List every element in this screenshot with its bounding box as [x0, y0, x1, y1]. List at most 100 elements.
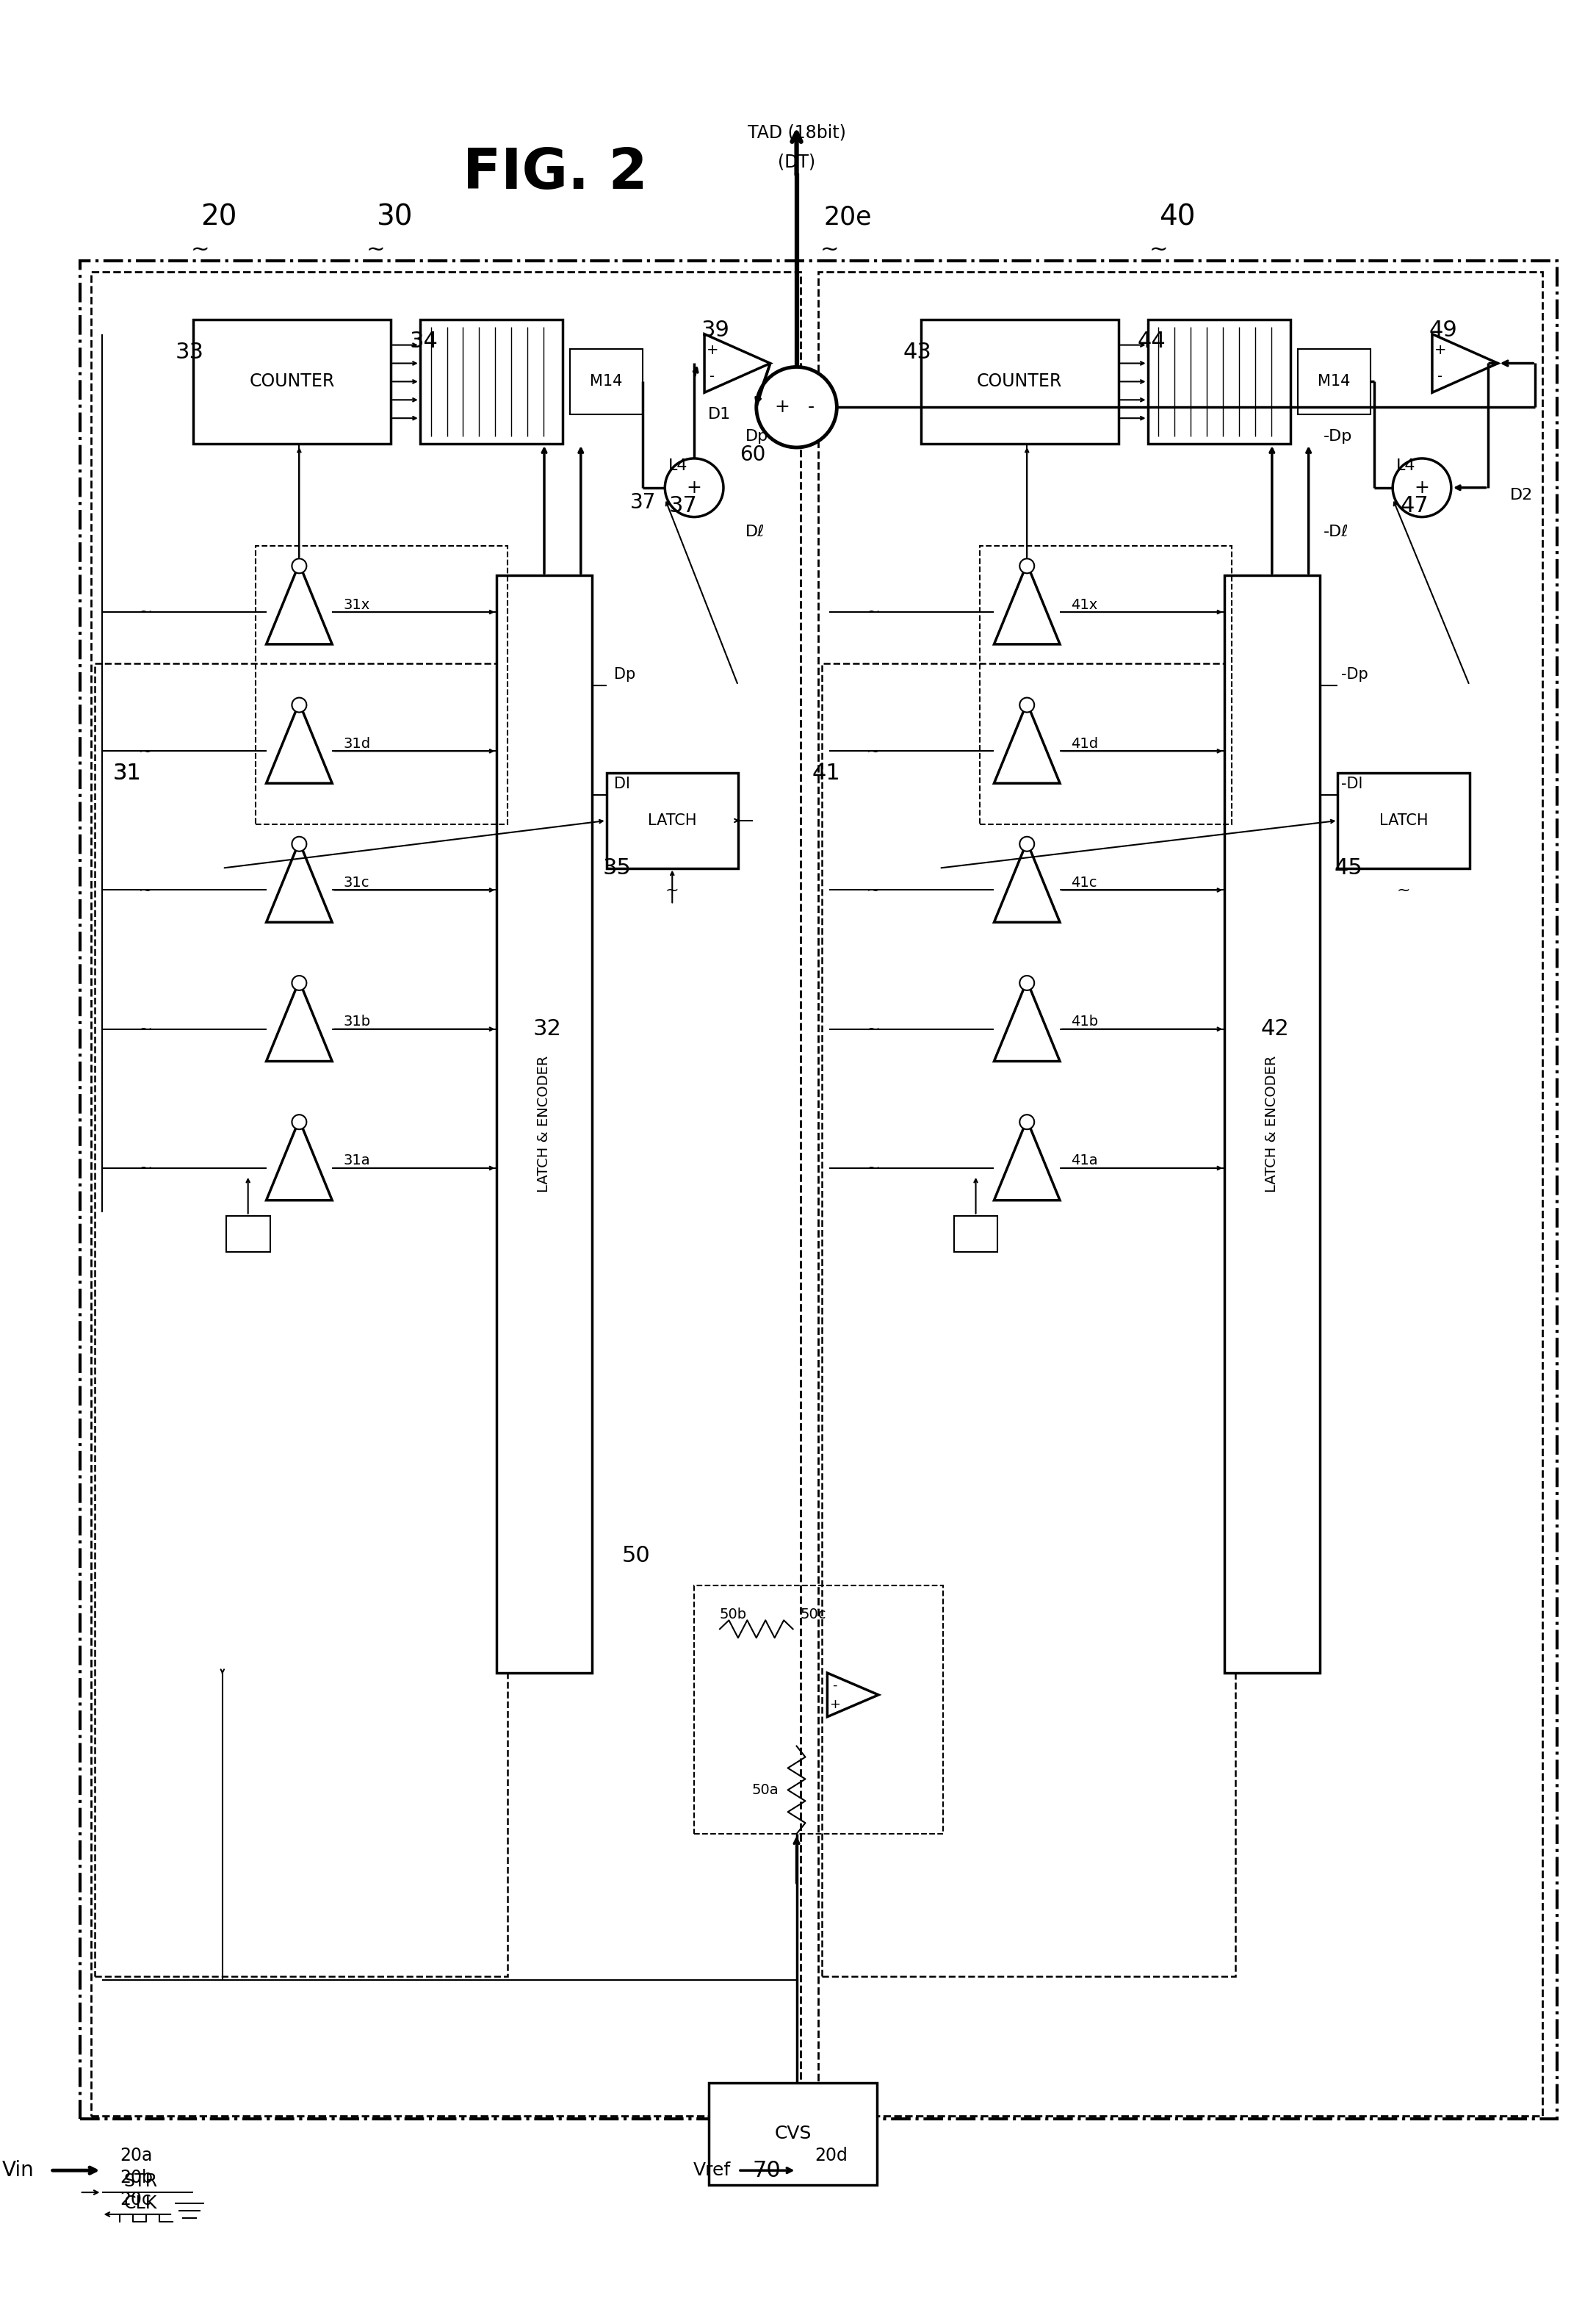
Text: 49: 49 [1430, 320, 1457, 341]
Text: 70: 70 [753, 2159, 780, 2182]
Text: 43: 43 [903, 341, 932, 364]
Text: 50a: 50a [752, 1783, 779, 1797]
Bar [496, 576, 592, 1673]
Text: ~: ~ [867, 1161, 881, 1175]
Text: ~: ~ [867, 604, 881, 620]
Text: M14: M14 [591, 373, 622, 389]
Bar [819, 272, 1543, 2115]
Text: +: + [707, 343, 718, 357]
Text: 37: 37 [669, 495, 697, 516]
Text: 39: 39 [702, 320, 729, 341]
Text: +: + [828, 1698, 839, 1712]
Text: 20e: 20e [824, 205, 871, 230]
Text: 20: 20 [201, 203, 236, 230]
Text: -: - [808, 399, 814, 417]
Text: ~: ~ [367, 240, 385, 260]
Text: -: - [710, 369, 715, 382]
Text: 41: 41 [812, 763, 841, 783]
Bar [921, 320, 1119, 445]
Text: 31a: 31a [343, 1154, 370, 1168]
Text: COUNTER: COUNTER [249, 373, 335, 389]
Text: LATCH & ENCODER: LATCH & ENCODER [1266, 1055, 1278, 1193]
Text: 50c: 50c [800, 1608, 827, 1622]
Text: ~: ~ [820, 240, 839, 260]
Text: 20c: 20c [120, 2191, 152, 2210]
Text: CVS: CVS [774, 2124, 811, 2143]
Bar [1148, 320, 1290, 445]
Text: 45: 45 [1334, 857, 1363, 878]
Circle shape [292, 836, 306, 850]
Text: LATCH: LATCH [1379, 813, 1428, 827]
Bar [606, 774, 737, 869]
Text: 42: 42 [1261, 1018, 1290, 1039]
Bar [1298, 348, 1371, 415]
Text: Dp: Dp [614, 666, 635, 682]
Text: +: + [1435, 343, 1446, 357]
Bar [91, 272, 800, 2115]
Bar [980, 546, 1232, 825]
Text: Vin: Vin [2, 2161, 35, 2180]
Text: TAD (18bit): TAD (18bit) [747, 124, 846, 141]
Text: Vref: Vref [693, 2161, 731, 2180]
Text: 47: 47 [1400, 495, 1428, 516]
Text: L4: L4 [669, 458, 688, 472]
Circle shape [292, 975, 306, 991]
Text: ~: ~ [1396, 882, 1411, 899]
Text: 30: 30 [377, 203, 412, 230]
Bar [255, 546, 508, 825]
Text: Dl: Dl [614, 776, 630, 790]
Text: FIG. 2: FIG. 2 [463, 145, 648, 200]
Text: 20b: 20b [120, 2168, 153, 2186]
Text: 32: 32 [533, 1018, 562, 1039]
Text: L4: L4 [1396, 458, 1416, 472]
Bar [193, 320, 391, 445]
Text: 41a: 41a [1071, 1154, 1098, 1168]
Text: -Dp: -Dp [1342, 666, 1368, 682]
Text: ~: ~ [139, 744, 153, 758]
Text: 31x: 31x [343, 597, 370, 613]
Bar [1337, 774, 1470, 869]
Text: 41d: 41d [1071, 737, 1098, 751]
Text: 20d: 20d [816, 2147, 847, 2166]
Text: -Dℓ: -Dℓ [1323, 525, 1349, 539]
Bar [694, 1585, 943, 1834]
Text: ~: ~ [139, 1021, 153, 1037]
Text: +: + [1414, 479, 1430, 495]
Text: 40: 40 [1159, 203, 1195, 230]
Text: 41x: 41x [1071, 597, 1098, 613]
Text: 34: 34 [409, 332, 437, 353]
Text: 31: 31 [113, 763, 142, 783]
Text: CLK: CLK [123, 2193, 156, 2212]
Text: 41c: 41c [1071, 876, 1096, 889]
Text: ~: ~ [867, 744, 881, 758]
Text: -: - [1438, 369, 1443, 382]
Circle shape [1020, 558, 1034, 574]
Text: (DT): (DT) [777, 154, 816, 170]
Text: ~: ~ [139, 1161, 153, 1175]
Circle shape [757, 366, 836, 447]
Circle shape [292, 698, 306, 712]
Text: 20a: 20a [120, 2147, 153, 2166]
Bar [94, 664, 508, 1977]
Text: +: + [774, 399, 790, 417]
Text: -Dp: -Dp [1323, 429, 1352, 445]
Text: Dℓ: Dℓ [745, 525, 764, 539]
Bar [822, 664, 1235, 1977]
Bar [227, 1217, 270, 1253]
Text: LATCH: LATCH [648, 813, 696, 827]
Text: 37: 37 [630, 493, 656, 511]
Bar [80, 260, 1558, 2120]
Circle shape [1020, 1115, 1034, 1129]
Bar [570, 348, 643, 415]
Text: ~: ~ [1149, 240, 1168, 260]
Bar [709, 2083, 878, 2184]
Circle shape [666, 458, 723, 516]
Text: 33: 33 [176, 341, 204, 364]
Circle shape [1020, 836, 1034, 850]
Text: -: - [832, 1680, 836, 1691]
Text: 41b: 41b [1071, 1014, 1098, 1030]
Bar [420, 320, 562, 445]
Text: LATCH & ENCODER: LATCH & ENCODER [538, 1055, 551, 1193]
Text: 35: 35 [603, 857, 632, 878]
Text: STR: STR [123, 2173, 158, 2191]
